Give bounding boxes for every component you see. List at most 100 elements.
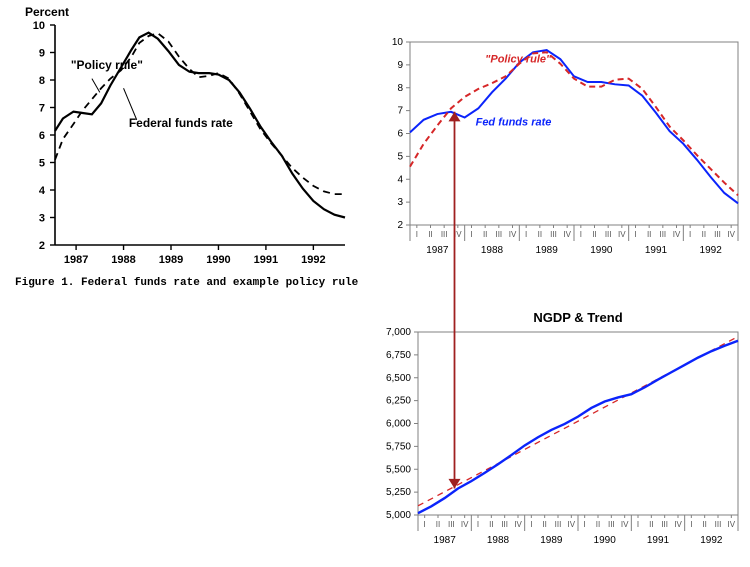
y-tick-label: 6,250 xyxy=(386,396,411,407)
quarter-tick-label: IV xyxy=(674,520,682,529)
x-tick-label: 1990 xyxy=(206,254,230,266)
y-tick-label: 8 xyxy=(39,75,45,87)
quarter-tick-label: III xyxy=(659,230,666,239)
y-tick-label: 9 xyxy=(397,60,403,71)
year-tick-label: 1991 xyxy=(647,535,670,546)
quarter-tick-label: III xyxy=(555,520,562,529)
quarter-tick-label: I xyxy=(530,520,532,529)
policy-rule-annot: "Policy rule" xyxy=(71,58,143,72)
quarter-tick-label: I xyxy=(690,520,692,529)
quarter-tick-label: III xyxy=(608,520,615,529)
quarter-tick-label: I xyxy=(416,230,418,239)
quarter-tick-label: II xyxy=(592,230,596,239)
x-tick-label: 1988 xyxy=(111,254,135,266)
fed-funds-annot: Fed funds rate xyxy=(476,116,552,128)
quarter-tick-label: III xyxy=(501,520,508,529)
quarter-tick-label: II xyxy=(436,520,440,529)
quarter-tick-label: II xyxy=(649,520,653,529)
year-tick-label: 1987 xyxy=(426,245,449,256)
quarter-tick-label: IV xyxy=(514,520,522,529)
quarter-tick-label: II xyxy=(702,520,706,529)
year-tick-label: 1989 xyxy=(536,245,559,256)
x-tick-label: 1989 xyxy=(159,254,183,266)
quarter-tick-label: I xyxy=(424,520,426,529)
y-tick-label: 5,250 xyxy=(386,487,411,498)
y-tick-label: 5,750 xyxy=(386,441,411,452)
quarter-tick-label: II xyxy=(538,230,542,239)
quarter-tick-label: IV xyxy=(727,230,735,239)
year-tick-label: 1987 xyxy=(434,535,457,546)
left-chart-svg: Percent234567891019871988198919901991199… xyxy=(0,0,360,300)
quarter-tick-label: III xyxy=(550,230,557,239)
quarter-tick-label: I xyxy=(634,230,636,239)
y-tick-label: 3 xyxy=(39,213,45,225)
quarter-tick-label: II xyxy=(542,520,546,529)
year-tick-label: 1992 xyxy=(700,535,723,546)
quarter-tick-label: III xyxy=(495,230,502,239)
y-tick-label: 10 xyxy=(33,20,45,32)
y-tick-label: 6,500 xyxy=(386,373,411,384)
y-tick-label: 5,500 xyxy=(386,464,411,475)
policy-rule-annot: "Policy rule" xyxy=(485,54,552,66)
quarter-tick-label: III xyxy=(448,520,455,529)
quarter-tick-label: II xyxy=(489,520,493,529)
figure-canvas: Percent234567891019871988198919901991199… xyxy=(0,0,750,567)
quarter-tick-label: II xyxy=(647,230,651,239)
quarter-tick-label: II xyxy=(702,230,706,239)
quarter-tick-label: III xyxy=(714,230,721,239)
quarter-tick-label: IV xyxy=(568,520,576,529)
quarter-tick-label: II xyxy=(428,230,432,239)
y-tick-label: 2 xyxy=(397,220,403,231)
quarter-tick-label: IV xyxy=(728,520,736,529)
quarter-tick-label: IV xyxy=(509,230,517,239)
y-tick-label: 2 xyxy=(39,240,45,252)
year-tick-label: 1988 xyxy=(487,535,510,546)
right-bottom-chart-panel: NGDP & TrendIIIIIIIVIIIIIIIVIIIIIIIVIIII… xyxy=(370,310,745,560)
quarter-tick-label: I xyxy=(525,230,527,239)
year-tick-label: 1992 xyxy=(700,245,723,256)
year-tick-label: 1991 xyxy=(645,245,668,256)
quarter-tick-label: I xyxy=(584,520,586,529)
quarter-tick-label: IV xyxy=(461,520,469,529)
right-top-chart-panel: IIIIIIIVIIIIIIIVIIIIIIIVIIIIIIIVIIIIIIIV… xyxy=(370,30,745,280)
quarter-tick-label: IV xyxy=(673,230,681,239)
figure-caption: Figure 1. Federal funds rate and example… xyxy=(15,277,360,289)
left-chart-panel: Percent234567891019871988198919901991199… xyxy=(0,0,360,300)
y-tick-label: 7 xyxy=(39,103,45,115)
x-tick-label: 1992 xyxy=(301,254,325,266)
quarter-tick-label: IV xyxy=(621,520,629,529)
chart-title: NGDP & Trend xyxy=(533,310,622,325)
y-axis-label: Percent xyxy=(25,5,69,19)
y-tick-label: 5 xyxy=(39,158,45,170)
y-tick-label: 8 xyxy=(397,83,403,94)
quarter-tick-label: I xyxy=(477,520,479,529)
right-bottom-chart-svg: NGDP & TrendIIIIIIIVIIIIIIIVIIIIIIIVIIII… xyxy=(370,310,745,560)
year-tick-label: 1988 xyxy=(481,245,504,256)
quarter-tick-label: III xyxy=(605,230,612,239)
y-tick-label: 5,000 xyxy=(386,510,411,521)
y-tick-label: 10 xyxy=(392,37,404,48)
right-top-chart-svg: IIIIIIIVIIIIIIIVIIIIIIIVIIIIIIIVIIIIIIIV… xyxy=(370,30,745,280)
y-tick-label: 4 xyxy=(39,185,46,197)
y-tick-label: 4 xyxy=(397,174,403,185)
quarter-tick-label: IV xyxy=(618,230,626,239)
quarter-tick-label: I xyxy=(637,520,639,529)
fed-funds-line xyxy=(410,50,738,203)
y-tick-label: 9 xyxy=(39,48,45,60)
quarter-tick-label: III xyxy=(715,520,722,529)
quarter-tick-label: I xyxy=(689,230,691,239)
y-tick-label: 6,000 xyxy=(386,419,411,430)
x-tick-label: 1987 xyxy=(64,254,88,266)
quarter-tick-label: I xyxy=(470,230,472,239)
y-tick-label: 7 xyxy=(397,106,403,117)
y-tick-label: 6,750 xyxy=(386,350,411,361)
y-tick-label: 7,000 xyxy=(386,327,411,338)
year-tick-label: 1989 xyxy=(540,535,563,546)
y-tick-label: 5 xyxy=(397,151,403,162)
quarter-tick-label: IV xyxy=(563,230,571,239)
quarter-tick-label: III xyxy=(661,520,668,529)
x-tick-label: 1991 xyxy=(254,254,278,266)
quarter-tick-label: III xyxy=(441,230,448,239)
quarter-tick-label: II xyxy=(596,520,600,529)
y-tick-label: 3 xyxy=(397,197,403,208)
